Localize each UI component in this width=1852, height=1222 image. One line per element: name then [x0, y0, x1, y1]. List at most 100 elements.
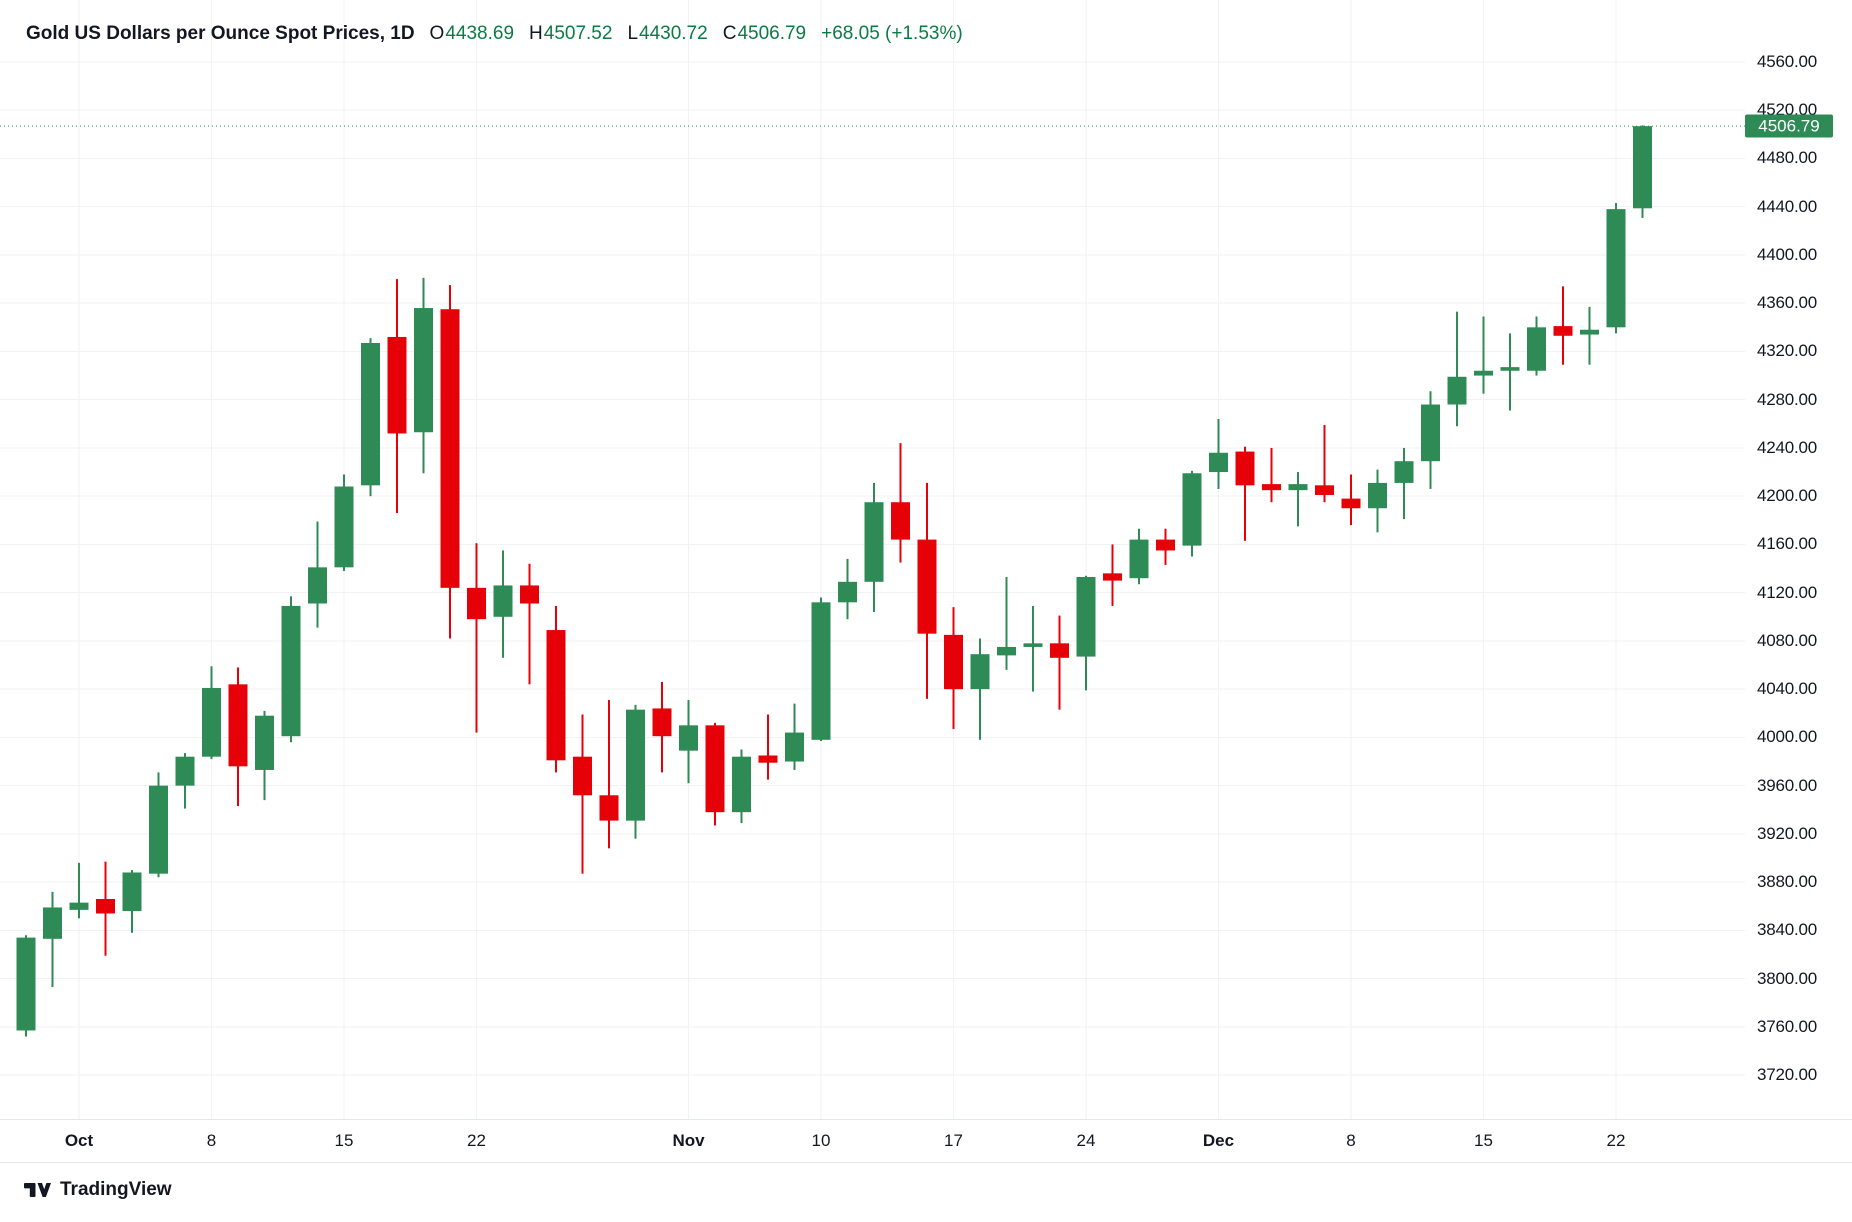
time-axis-label: 17: [944, 1131, 963, 1150]
candle[interactable]: [387, 279, 407, 514]
time-axis-label: 10: [811, 1131, 831, 1150]
candle[interactable]: [1050, 615, 1069, 710]
candle[interactable]: [520, 563, 539, 685]
candle[interactable]: [43, 891, 62, 988]
candle[interactable]: [599, 700, 619, 849]
candle[interactable]: [1421, 391, 1440, 489]
candle[interactable]: [1474, 316, 1493, 394]
price-axis-label: 3960.00: [1757, 775, 1818, 795]
candle[interactable]: [785, 703, 804, 770]
candle[interactable]: [1182, 470, 1202, 557]
open-value: 4438.69: [445, 23, 515, 44]
candle[interactable]: [1156, 528, 1175, 565]
candle[interactable]: [69, 862, 89, 919]
candle[interactable]: [149, 772, 168, 878]
candle[interactable]: [997, 576, 1016, 670]
candle[interactable]: [626, 704, 645, 839]
candle[interactable]: [917, 482, 937, 699]
candle[interactable]: [1129, 528, 1149, 585]
time-axis-label: 8: [206, 1131, 217, 1150]
candlestick-plot[interactable]: [0, 0, 1745, 1119]
candle[interactable]: [944, 607, 963, 729]
price-axis-label: 4360.00: [1757, 293, 1818, 313]
price-axis-label: 3880.00: [1757, 872, 1818, 892]
candle[interactable]: [308, 521, 327, 628]
symbol-legend[interactable]: Gold US Dollars per Ounce Spot Prices, 1…: [26, 23, 963, 45]
candle[interactable]: [1209, 418, 1228, 489]
candle[interactable]: [679, 700, 698, 784]
candle[interactable]: [1633, 125, 1652, 218]
candle[interactable]: [414, 277, 433, 474]
candle[interactable]: [1341, 474, 1361, 526]
candle[interactable]: [573, 714, 592, 874]
candle[interactable]: [1394, 447, 1414, 520]
candle[interactable]: [811, 597, 831, 742]
price-axis-label: 4400.00: [1757, 244, 1818, 264]
candle[interactable]: [546, 605, 566, 773]
price-axis-label: 4240.00: [1757, 437, 1818, 457]
candle[interactable]: [838, 558, 857, 620]
candle[interactable]: [1288, 472, 1308, 527]
candle[interactable]: [334, 474, 354, 571]
candle[interactable]: [96, 861, 115, 956]
tradingview-logo-icon: [24, 1182, 51, 1197]
candle[interactable]: [281, 596, 301, 743]
time-axis-label: Nov: [672, 1131, 705, 1150]
candle[interactable]: [1103, 544, 1122, 606]
high-value: 4507.52: [543, 23, 613, 44]
current-price-value: 4506.79: [1758, 116, 1820, 136]
candle[interactable]: [891, 443, 910, 563]
symbol-title: Gold US Dollars per Ounce Spot Prices, 1…: [26, 23, 415, 44]
time-axis-label: 15: [334, 1131, 354, 1150]
candle[interactable]: [705, 722, 725, 826]
candle[interactable]: [1527, 316, 1546, 376]
candle[interactable]: [732, 749, 751, 824]
price-axis-label: 4280.00: [1757, 389, 1818, 409]
candle[interactable]: [440, 285, 460, 639]
candle[interactable]: [1447, 311, 1467, 427]
candle[interactable]: [1580, 306, 1599, 365]
price-axis-label: 4520.00: [1757, 100, 1818, 120]
tradingview-logo[interactable]: TradingView: [24, 1179, 172, 1201]
open-label: O: [429, 23, 445, 44]
candle[interactable]: [1606, 203, 1626, 334]
ohlc-close: C 4506.79: [723, 23, 806, 45]
candle[interactable]: [970, 638, 990, 740]
candle[interactable]: [1500, 333, 1520, 411]
price-axis-label: 4320.00: [1757, 341, 1818, 361]
candle[interactable]: [1235, 446, 1255, 541]
price-axis-label: 3800.00: [1757, 968, 1818, 988]
change-value: +68.05 (+1.53%): [821, 23, 963, 44]
ohlc-open: O 4438.69: [430, 23, 514, 45]
candle[interactable]: [758, 714, 778, 780]
candle[interactable]: [1076, 575, 1096, 691]
candle[interactable]: [122, 870, 142, 933]
candle[interactable]: [1553, 286, 1573, 365]
time-axis-label: 22: [467, 1131, 486, 1150]
candle[interactable]: [361, 338, 380, 497]
price-axis[interactable]: 4506.79 4560.00 4520.00 4480.00 4440.00 4400…: [1745, 0, 1852, 1119]
candle[interactable]: [652, 681, 672, 773]
candle[interactable]: [1368, 469, 1387, 533]
price-axis-label: 4200.00: [1757, 486, 1818, 506]
price-axis-label: 4160.00: [1757, 534, 1818, 554]
candle[interactable]: [864, 482, 884, 612]
candle[interactable]: [1023, 605, 1043, 692]
candle[interactable]: [16, 935, 36, 1037]
close-value: 4506.79: [737, 23, 807, 44]
candle[interactable]: [228, 667, 248, 807]
candle[interactable]: [493, 550, 513, 658]
candle[interactable]: [1262, 447, 1281, 503]
candle[interactable]: [202, 666, 221, 760]
price-axis-label: 3720.00: [1757, 1065, 1818, 1085]
candle[interactable]: [175, 753, 195, 809]
candle[interactable]: [255, 710, 274, 801]
candle[interactable]: [467, 543, 486, 733]
candle[interactable]: [1315, 425, 1334, 503]
time-axis-label: 22: [1606, 1131, 1626, 1150]
high-label: H: [529, 23, 543, 44]
price-axis-label: 3840.00: [1757, 920, 1818, 940]
price-axis-label: 3920.00: [1757, 823, 1818, 843]
time-axis[interactable]: Oct 8 15 22 Nov 10 17 24 Dec 8 15 22: [0, 1119, 1852, 1163]
